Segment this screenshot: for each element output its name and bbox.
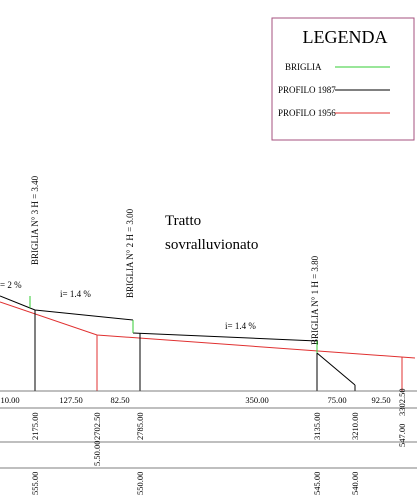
- distance: 82.50: [110, 395, 129, 405]
- profile-1987: [132, 332, 318, 342]
- table-grid: [0, 390, 417, 469]
- progressive: 2702.50: [92, 412, 102, 440]
- legend-label: BRIGLIA: [285, 62, 322, 72]
- slope-label: i= 1.4 %: [225, 321, 256, 331]
- distance: 75.00: [327, 395, 346, 405]
- elevation: 555.00: [30, 472, 40, 495]
- note: Tratto: [165, 213, 201, 229]
- progressive: 3302.50: [397, 388, 407, 416]
- distance: 92.50: [371, 395, 390, 405]
- weir-label: BRIGLIA N° 1 H = 3.80: [310, 255, 320, 345]
- distance: 10.00: [0, 395, 19, 405]
- distance: 127.50: [59, 395, 82, 405]
- legend-label: PROFILO 1987: [278, 85, 336, 95]
- legend-label: PROFILO 1956: [278, 108, 336, 118]
- elevation: 5.50.00: [92, 441, 102, 467]
- elevation: 540.00: [350, 472, 360, 495]
- progressive: 2785.00: [135, 412, 145, 440]
- profile-1987: [0, 295, 134, 321]
- elevation: 550.00: [135, 472, 145, 495]
- progressive: 3135.00: [312, 412, 322, 440]
- distance: 350.00: [245, 395, 268, 405]
- verticals: [34, 310, 356, 391]
- slope-label: i= 1.4 %: [60, 289, 91, 299]
- elevation: 547.00: [397, 424, 407, 447]
- weir-label: BRIGLIA N° 3 H = 3.40: [30, 175, 40, 265]
- weir-label: BRIGLIA N° 2 H = 3.00: [125, 208, 135, 298]
- elevation: 545.00: [312, 472, 322, 495]
- profile-1956: [0, 301, 416, 359]
- slope-label: = 2 %: [0, 280, 22, 290]
- progressive: 2175.00: [30, 412, 40, 440]
- profile-1987: [316, 352, 356, 386]
- note: sovralluvionato: [165, 237, 258, 253]
- verticals-1956: [96, 335, 403, 391]
- progressive: 3210.00: [350, 412, 360, 440]
- legend-title: LEGENDA: [303, 27, 388, 47]
- table: 10.00 127.50 82.50 350.00 75.00 92.50 2175.00 2…: [0, 388, 407, 495]
- legend-box: [271, 17, 415, 141]
